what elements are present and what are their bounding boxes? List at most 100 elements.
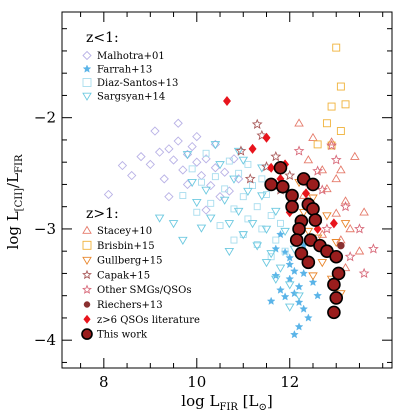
data-point-malhotra-01 [173,136,183,146]
legend-low-z-title: z<1: [86,30,119,46]
data-point-capak-15 [251,118,263,129]
data-point-other-smgs-qsos [358,267,370,279]
legend-label-this-work: This work [97,330,148,341]
data-point-diaz-santos-13 [258,175,266,183]
data-point-gullberg-15 [322,212,332,221]
data-point-diaz-santos-13 [225,157,233,165]
data-point-diaz-santos-13 [258,225,266,233]
data-point-capak-15 [270,150,282,162]
data-point-sargsyan-14 [233,147,244,156]
data-point-gullberg-15 [298,209,309,218]
data-point-malhotra-01 [201,205,211,215]
data-point-stacey-10 [340,196,351,205]
data-point-stacey-10 [340,262,351,272]
data-point-this-work [292,222,306,236]
data-point-farrah-13 [276,229,285,239]
data-point-this-work [331,266,346,281]
series-sargsyan-14 [154,141,304,312]
data-point-sargsyan-14 [168,220,179,229]
data-point-stacey-10 [331,208,342,217]
data-point-z-6-qsos-literature [223,96,231,106]
legend-label-sargsyan-14: Sargsyan+14 [97,92,165,103]
data-point-sargsyan-14 [271,275,281,284]
data-point-other-smgs-qsos [340,201,351,212]
data-point-capak-15 [244,173,256,184]
y-tick-label: −3 [34,220,56,238]
data-point-capak-15 [256,129,268,141]
legend-label-diaz-santos-13: Diaz-Santos+13 [97,78,178,89]
legend-marker-brisbin-15 [82,240,92,250]
legend-marker-gullberg-15 [82,256,92,265]
data-point-diaz-santos-13 [188,165,196,173]
data-point-sargsyan-14 [294,292,304,301]
data-point-farrah-13 [290,266,299,275]
data-point-this-work [285,199,299,214]
data-point-diaz-santos-13 [211,173,219,181]
x-axis-title-unit-close: ] [267,392,273,410]
data-point-other-smgs-qsos [344,251,356,262]
data-point-farrah-13 [276,285,285,294]
legend-marker-z-6-qsos-literature [83,314,91,324]
data-point-other-smgs-qsos [330,154,342,165]
data-point-gullberg-15 [317,259,328,268]
data-point-malhotra-01 [127,170,137,181]
data-point-gullberg-15 [308,272,318,281]
data-point-sargsyan-14 [243,187,253,197]
data-point-brisbin-15 [322,119,331,128]
plot-frame [61,11,393,369]
data-point-sargsyan-14 [205,214,216,223]
data-point-sargsyan-14 [266,250,276,259]
data-point-malhotra-01 [117,160,128,171]
data-point-diaz-santos-13 [197,178,205,186]
data-point-farrah-13 [285,260,295,269]
data-point-z-6-qsos-literature [262,132,271,143]
legend-label-gullberg-15: Gullberg+15 [97,256,162,267]
data-point-capak-15 [235,145,247,156]
data-point-malhotra-01 [136,151,146,162]
data-point-this-work [308,213,323,227]
data-point-diaz-santos-13 [263,190,270,198]
data-point-malhotra-01 [173,118,183,128]
data-point-malhotra-01 [164,144,174,154]
data-point-malhotra-01 [220,167,230,177]
data-point-farrah-13 [294,322,304,331]
legend-marker-capak-15 [82,269,92,280]
data-points-layer [103,43,379,339]
data-point-sargsyan-14 [210,141,221,150]
data-point-sargsyan-14 [178,236,188,245]
legend-marker-stacey-10 [82,225,92,234]
data-point-sargsyan-14 [257,192,267,201]
legend-marker-sargsyan-14 [82,92,92,101]
data-point-diaz-santos-13 [202,149,210,157]
x-axis-title-sub: FIR [219,402,238,411]
legend-high-z-title: z>1: [86,206,119,222]
data-point-diaz-santos-13 [249,182,257,190]
data-point-stacey-10 [331,173,342,183]
x-tick-label: 12 [280,373,299,391]
data-point-gullberg-15 [303,227,314,237]
data-point-other-smgs-qsos [293,145,305,156]
legend-marker-farrah-13 [82,64,92,73]
data-point-z-6-qsos-literature [302,188,310,199]
data-point-diaz-santos-13 [267,212,275,220]
series-riechers-13 [337,241,345,250]
data-point-diaz-santos-13 [207,199,215,207]
data-point-farrah-13 [271,271,281,280]
data-point-malhotra-01 [192,131,202,142]
series-other-smgs-qsos [293,139,379,279]
data-point-diaz-santos-13 [272,236,280,244]
data-point-diaz-santos-13 [253,203,261,211]
data-point-other-smgs-qsos [321,223,333,234]
data-point-this-work [329,249,344,264]
data-point-diaz-santos-13 [221,185,229,193]
data-point-malhotra-01 [103,189,114,200]
legend-marker-other-smgs-qsos [82,284,92,294]
data-point-malhotra-01 [164,192,174,202]
data-point-brisbin-15 [341,100,350,109]
y-axis-title-sub-cii: [CII] [14,188,25,211]
data-point-malhotra-01 [159,174,169,184]
data-point-brisbin-15 [327,102,336,111]
y-axis-title-main: log L [4,211,22,249]
legend-label-stacey-10: Stacey+10 [97,226,152,237]
data-point-other-smgs-qsos [312,165,324,176]
